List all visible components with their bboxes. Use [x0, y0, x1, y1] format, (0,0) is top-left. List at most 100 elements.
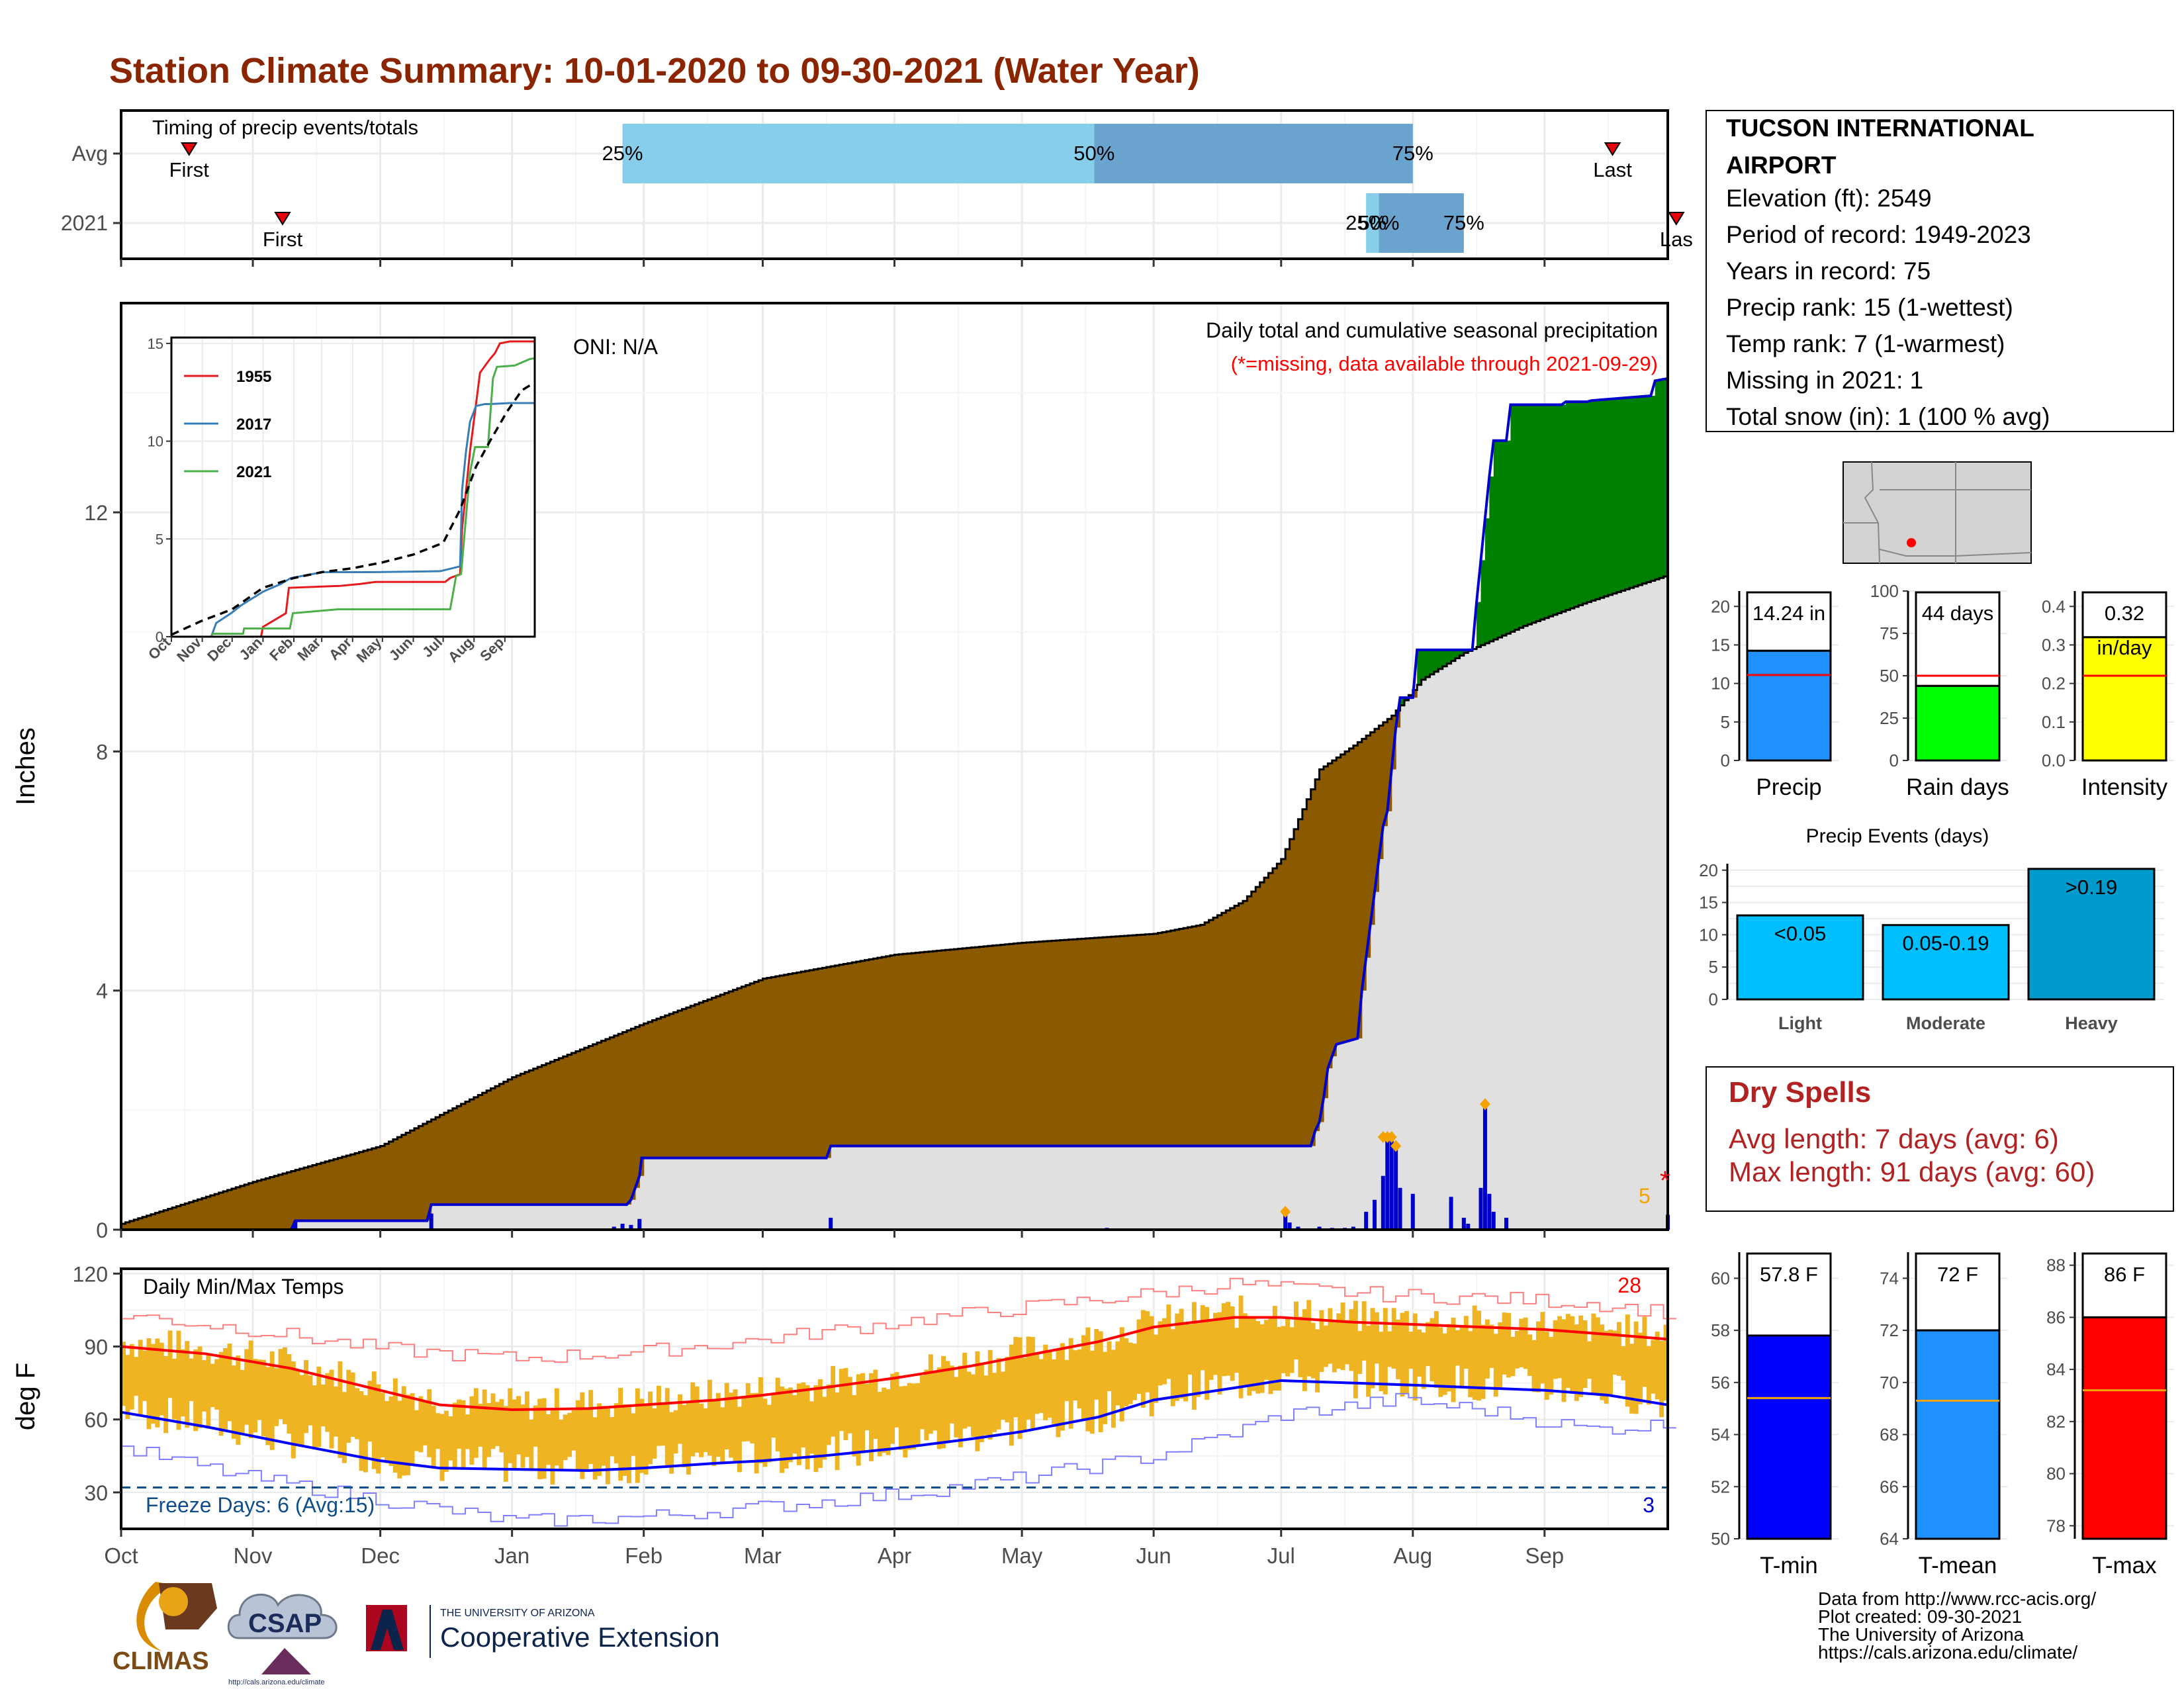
daily-temp-bar — [261, 1359, 266, 1437]
cold-days-count: 3 — [1643, 1493, 1655, 1517]
deficit-area-segment — [494, 1086, 500, 1205]
daily-temp-bar — [1366, 1325, 1371, 1397]
map-frame — [1843, 461, 2032, 564]
daily-temp-bar — [248, 1340, 253, 1439]
surplus-area-segment — [1591, 400, 1596, 601]
deficit-area-segment — [371, 1148, 377, 1221]
daily-temp-bar — [193, 1349, 199, 1432]
daily-temp-bar — [325, 1373, 330, 1432]
daily-temp-bar — [121, 1342, 126, 1406]
daily-temp-bar — [979, 1363, 984, 1443]
daily-temp-bar — [257, 1359, 262, 1420]
deficit-area-segment — [983, 946, 989, 1146]
daily-temp-bar — [287, 1354, 292, 1434]
deficit-area-segment — [185, 1203, 190, 1230]
deficit-area-segment — [966, 948, 972, 1146]
month-tick-label: Nov — [234, 1543, 273, 1568]
daily-temp-bar — [1259, 1324, 1265, 1393]
daily-temp-bar — [134, 1357, 139, 1396]
summary-chart-ytick-label: 68 — [1880, 1425, 1899, 1445]
deficit-area-segment — [329, 1160, 334, 1221]
daily-temp-bar — [733, 1389, 738, 1463]
summary-chart-ytick-label: 56 — [1711, 1373, 1730, 1393]
temps-ytick-label: 120 — [73, 1262, 108, 1286]
station-stat: Total snow (in): 1 (100 % avg) — [1726, 403, 2050, 430]
deficit-area-segment — [287, 1172, 292, 1230]
deficit-area-segment — [508, 1079, 513, 1205]
deficit-area-segment — [1340, 754, 1345, 1044]
deficit-area-segment — [1038, 941, 1044, 1146]
daily-temp-bar — [1034, 1352, 1040, 1414]
surplus-area-segment — [1540, 404, 1545, 620]
deficit-area-segment — [882, 957, 887, 1146]
daily-temp-bar — [1132, 1344, 1137, 1400]
daily-temp-bar — [439, 1414, 445, 1481]
daily-temp-bar — [1417, 1329, 1422, 1377]
daily-temp-bar — [1484, 1319, 1490, 1379]
deficit-area-segment — [788, 974, 794, 1158]
deficit-area-segment — [265, 1178, 271, 1230]
month-tick-label: Dec — [361, 1543, 400, 1568]
daily-temp-bar — [355, 1388, 360, 1440]
daily-temp-bar — [915, 1383, 921, 1445]
deficit-area-segment — [780, 975, 785, 1158]
daily-temp-bar — [546, 1414, 551, 1465]
deficit-area-segment — [427, 1121, 432, 1221]
surplus-area-segment — [1561, 404, 1567, 612]
deficit-area-segment — [1107, 937, 1112, 1146]
deficit-area-segment — [703, 1001, 708, 1158]
inset-xtick-label: Dec — [204, 634, 234, 664]
summary-chart-value-label: 14.24 in — [1752, 602, 1825, 625]
deficit-area-segment — [733, 989, 738, 1158]
hot-days-count: 28 — [1617, 1273, 1641, 1297]
deficit-area-segment — [1030, 942, 1035, 1146]
surplus-area-segment — [1663, 379, 1668, 577]
daily-temp-bar — [1480, 1324, 1486, 1399]
daily-temp-bar — [750, 1393, 755, 1443]
summary-chart-ytick-label: 100 — [1870, 581, 1899, 601]
deficit-area-segment — [1132, 935, 1138, 1146]
daily-temp-bar — [1166, 1304, 1171, 1379]
daily-temp-bar — [1565, 1314, 1570, 1388]
deficit-area-segment — [512, 1077, 517, 1205]
daily-temp-bar — [1578, 1315, 1584, 1397]
daily-temp-bar — [1242, 1313, 1248, 1385]
footer-line: The University of Arizona — [1818, 1624, 2025, 1645]
ua-logo-small-text: THE UNIVERSITY OF ARIZONA — [440, 1608, 595, 1619]
daily-temp-bar — [329, 1369, 334, 1449]
month-tick-label: Jan — [494, 1543, 529, 1568]
deficit-area-segment — [1001, 944, 1006, 1146]
deficit-area-segment — [248, 1183, 253, 1230]
daily-temp-bar — [1608, 1330, 1614, 1395]
surplus-area-segment — [1659, 380, 1664, 578]
summary-chart-category-label: Precip — [1756, 774, 1821, 800]
deficit-area-segment — [949, 949, 954, 1146]
dry-spells-box: Dry Spells Avg length: 7 days (avg: 6) M… — [1706, 1066, 2174, 1212]
freeze-days-label: Freeze Days: 6 (Avg:15) — [146, 1493, 375, 1517]
events-bar — [1882, 924, 2010, 1001]
summary-chart-ytick-label: 50 — [1880, 666, 1899, 686]
deficit-area-segment — [694, 1004, 700, 1158]
daily-temp-bar — [304, 1360, 308, 1434]
deficit-area-segment — [541, 1065, 547, 1205]
daily-temp-bar — [724, 1383, 729, 1449]
timing-bar-25-50 — [1366, 193, 1379, 253]
surplus-area-segment — [1498, 440, 1503, 638]
daily-temp-bar — [1442, 1333, 1447, 1395]
deficit-area-segment — [231, 1188, 236, 1230]
summary-chart-category-label: Rain days — [1906, 774, 2009, 800]
daily-temp-bar — [656, 1385, 661, 1446]
daily-temp-bar — [707, 1379, 712, 1456]
month-tick-label: Sep — [1525, 1543, 1564, 1568]
deficit-area-segment — [729, 991, 734, 1158]
deficit-area-segment — [269, 1177, 275, 1230]
daily-temp-bar — [882, 1387, 887, 1453]
surplus-area-segment — [1621, 398, 1626, 591]
temps-title: Daily Min/Max Temps — [143, 1275, 343, 1299]
daily-temp-bar — [1523, 1317, 1528, 1369]
daily-temp-bar — [537, 1398, 543, 1480]
daily-temp-bar — [295, 1370, 300, 1447]
daily-precip-bar — [1364, 1211, 1369, 1230]
station-stat: Years in record: 75 — [1726, 257, 1931, 285]
deficit-area-segment — [312, 1165, 317, 1221]
